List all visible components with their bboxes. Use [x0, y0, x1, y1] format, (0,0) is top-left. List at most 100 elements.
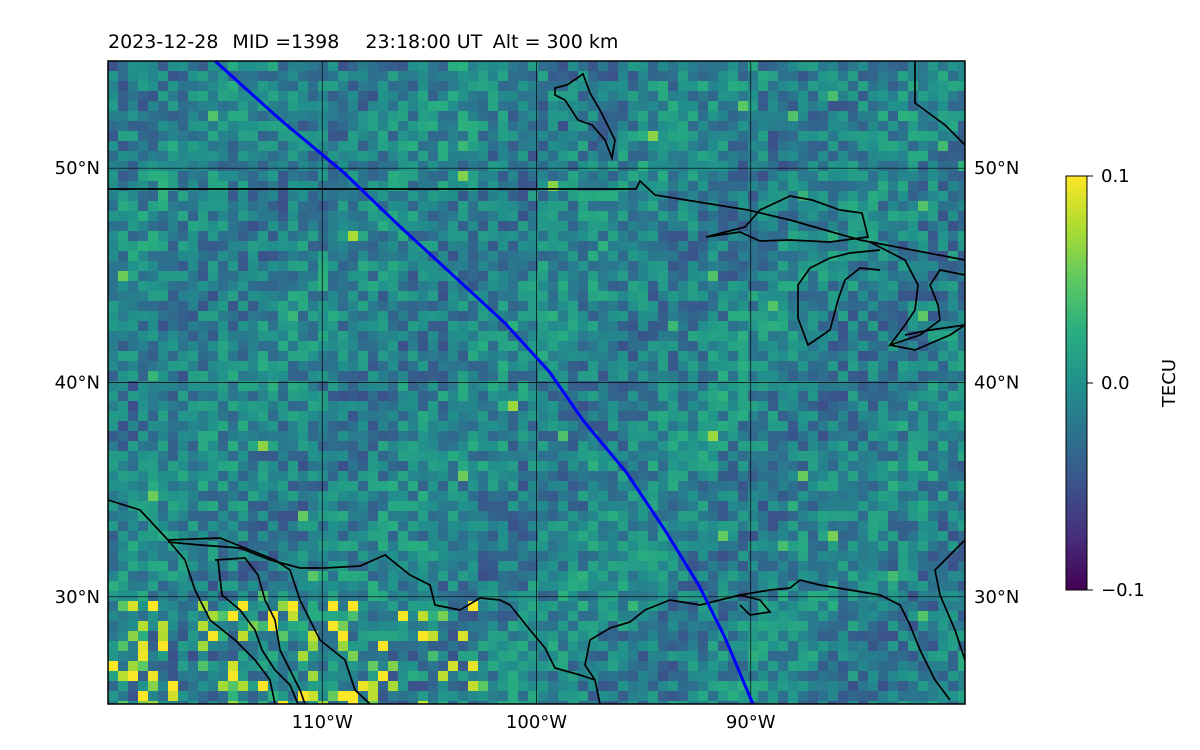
heatmap-cell — [818, 251, 828, 261]
heatmap-cell — [948, 251, 958, 261]
heatmap-cell — [228, 521, 238, 531]
heatmap-cell — [908, 111, 918, 121]
heatmap-cell — [598, 131, 608, 141]
heatmap-cell — [818, 271, 828, 281]
heatmap-cell — [818, 461, 828, 471]
heatmap-cell — [748, 241, 758, 251]
heatmap-cell — [718, 151, 728, 161]
heatmap-cell — [178, 151, 188, 161]
heatmap-cell — [748, 521, 758, 531]
heatmap-cell — [718, 241, 728, 251]
heatmap-cell — [268, 531, 278, 541]
heatmap-cell — [408, 341, 418, 351]
heatmap-cell — [348, 511, 358, 521]
heatmap-cell — [698, 171, 708, 181]
heatmap-cell — [328, 601, 338, 611]
heatmap-cell — [148, 641, 158, 651]
heatmap-cell — [818, 201, 828, 211]
heatmap-cell — [878, 261, 888, 271]
heatmap-cell — [588, 411, 598, 421]
heatmap-cell — [388, 531, 398, 541]
heatmap-cell — [798, 601, 808, 611]
heatmap-cell — [648, 491, 658, 501]
heatmap-cell — [398, 541, 408, 551]
heatmap-cell — [558, 551, 568, 561]
heatmap-cell — [618, 251, 628, 261]
heatmap-cell — [838, 131, 848, 141]
heatmap-cell — [868, 461, 878, 471]
heatmap-cell — [558, 591, 568, 601]
heatmap-cell — [508, 521, 518, 531]
heatmap-cell — [368, 391, 378, 401]
heatmap-cell — [388, 291, 398, 301]
heatmap-cell — [548, 471, 558, 481]
heatmap-cell — [238, 241, 248, 251]
heatmap-cell — [418, 631, 428, 641]
heatmap-cell — [348, 621, 358, 631]
heatmap-cell — [758, 561, 768, 571]
heatmap-cell — [708, 371, 718, 381]
heatmap-cell — [528, 501, 538, 511]
heatmap-cell — [348, 291, 358, 301]
heatmap-cell — [918, 321, 928, 331]
heatmap-cell — [548, 251, 558, 261]
heatmap-cell — [378, 391, 388, 401]
heatmap-cell — [198, 261, 208, 271]
heatmap-cell — [118, 191, 128, 201]
heatmap-cell — [468, 101, 478, 111]
heatmap-cell — [568, 551, 578, 561]
heatmap-cell — [578, 131, 588, 141]
heatmap-cell — [378, 301, 388, 311]
heatmap-cell — [248, 601, 258, 611]
heatmap-cell — [188, 511, 198, 521]
heatmap-cell — [378, 351, 388, 361]
heatmap-cell — [368, 511, 378, 521]
heatmap-cell — [238, 231, 248, 241]
heatmap-cell — [748, 91, 758, 101]
heatmap-cell — [618, 301, 628, 311]
heatmap-cell — [648, 291, 658, 301]
heatmap-cell — [108, 631, 118, 641]
heatmap-cell — [298, 581, 308, 591]
heatmap-cell — [418, 81, 428, 91]
heatmap-cell — [178, 221, 188, 231]
heatmap-cell — [648, 531, 658, 541]
heatmap-cell — [628, 161, 638, 171]
heatmap-cell — [908, 461, 918, 471]
heatmap-cell — [748, 281, 758, 291]
heatmap-cell — [298, 621, 308, 631]
heatmap-cell — [408, 561, 418, 571]
heatmap-cell — [848, 81, 858, 91]
heatmap-cell — [958, 111, 965, 121]
heatmap-cell — [498, 201, 508, 211]
heatmap-cell — [178, 311, 188, 321]
heatmap-cell — [948, 501, 958, 511]
heatmap-cell — [778, 301, 788, 311]
heatmap-cell — [368, 141, 378, 151]
heatmap-cell — [398, 411, 408, 421]
heatmap-cell — [478, 541, 488, 551]
heatmap-cell — [148, 231, 158, 241]
heatmap-cell — [598, 201, 608, 211]
heatmap-cell — [408, 291, 418, 301]
heatmap-cell — [628, 311, 638, 321]
heatmap-cell — [568, 381, 578, 391]
heatmap-cell — [408, 471, 418, 481]
heatmap-cell — [928, 211, 938, 221]
heatmap-cell — [828, 151, 838, 161]
heatmap-cell — [198, 351, 208, 361]
heatmap-cell — [208, 231, 218, 241]
heatmap-cell — [148, 211, 158, 221]
heatmap-cell — [638, 361, 648, 371]
heatmap-cell — [808, 561, 818, 571]
heatmap-cell — [798, 521, 808, 531]
heatmap-cell — [458, 311, 468, 321]
heatmap-cell — [328, 351, 338, 361]
heatmap-cell — [268, 451, 278, 461]
heatmap-cell — [918, 581, 928, 591]
heatmap-cell — [758, 491, 768, 501]
heatmap-cell — [368, 111, 378, 121]
heatmap-cell — [178, 101, 188, 111]
heatmap-cell — [788, 351, 798, 361]
heatmap-cell — [688, 541, 698, 551]
